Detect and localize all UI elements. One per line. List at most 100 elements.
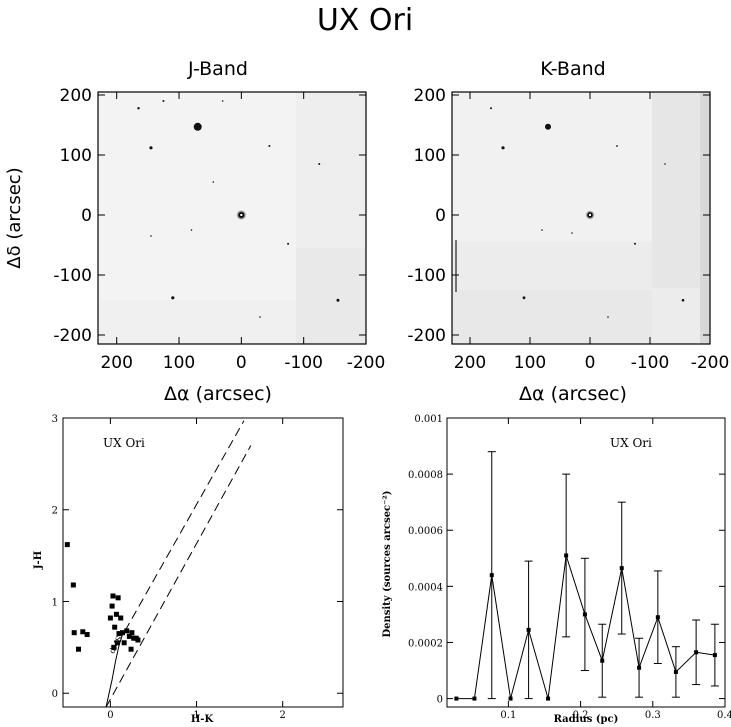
rd-data-point [546,696,551,701]
j-band-star [193,122,202,131]
rd-data-point [454,696,459,701]
cc-x-tick-label: 1 [193,710,199,721]
j-band-star [212,181,215,183]
cc-data-point [121,640,127,646]
rd-y-tick-label: 0 [437,695,443,706]
rd-data-point [472,696,477,701]
k-band-mosaic-tile [652,92,702,288]
k-band-y-tick-label: 100 [414,146,446,166]
cc-data-point [109,603,115,609]
cc-y-tick-label: 1 [52,597,58,608]
k-band-stars [490,107,685,318]
k-band-title: K-Band [540,58,605,80]
cc-data-point [84,632,90,638]
j-band-mosaic-tile [98,300,296,344]
j-band-x-tick-label: 200 [100,353,132,373]
j-band-star [287,242,290,245]
k-band-edge [700,92,710,344]
j-band-star [150,235,152,237]
rd-data-point [694,650,699,655]
rd-data-point [489,573,494,578]
rd-axes: 0.1 0.2 0.3 0.4 0 0.0002 0.0004 0.0006 0.0008 0.0… [408,414,731,721]
cc-x-tick-label: 0 [107,710,113,721]
k-band-x-tick-label: -200 [691,353,730,373]
rd-data-point [712,653,717,658]
j-band-star [190,229,193,231]
rd-x-tick-label: 0.1 [500,710,516,721]
cc-data-point [76,646,82,652]
cc-data-point [114,640,120,646]
rd-data-point [564,553,569,558]
j-band-stars [137,100,340,318]
cc-data-point [80,629,86,635]
j-band-star [318,163,321,165]
j-band-star [268,145,271,147]
j-band-x-tick-label: -100 [284,353,323,373]
cc-plot-frame [62,417,344,708]
cc-data-points [64,542,141,652]
j-band-y-tick-label: 0 [81,206,92,226]
cc-y-tick-label: 3 [52,414,58,425]
rd-y-tick-label: 0.0002 [408,638,443,649]
rd-x-axis-label: Radius (pc) [554,714,619,725]
k-band-x-tick-label: 0 [585,353,596,373]
j-band-y-tick-label: 200 [60,86,92,106]
cc-data-point [110,593,116,599]
radial-density-plot: 0.1 0.2 0.3 0.4 0 0.0002 0.0004 0.0006 0.0008 0.0… [382,414,731,725]
cc-data-point [131,635,137,641]
rd-y-axis-label: Density (sources arcsec⁻²) [382,490,393,637]
k-band-y-tick-label: 0 [435,206,446,226]
j-band-star-center [240,213,243,217]
k-band-star [681,298,685,302]
cc-data-point [118,615,124,621]
cc-data-point [107,615,113,621]
rd-data-point [673,669,678,674]
cc-reddening-line [105,445,252,708]
figure-title: UX Ori [317,3,413,38]
cc-data-point [126,633,132,639]
j-band-panel: J-Band 200 100 0 -100 -200 200 100 0 -100 -200 Δδ… [4,58,385,405]
j-band-x-tick-label: 100 [163,353,195,373]
j-band-star [162,100,165,102]
j-band-y-tick-label: 100 [60,146,92,166]
k-band-star [634,242,636,245]
cc-reddening-band [105,420,252,708]
rd-y-tick-label: 0.0006 [408,526,443,537]
k-band-y-tick-label: -200 [407,326,446,346]
cc-data-point [70,582,76,588]
j-band-star [221,100,224,102]
rd-plot-frame [446,417,726,708]
rd-x-tick-label: 0.3 [645,710,661,721]
k-band-star [607,316,609,318]
rd-series [454,451,719,701]
cc-data-point [112,624,118,630]
cc-data-point [64,542,70,548]
k-band-star [522,296,526,300]
k-band-x-axis-label: Δα (arcsec) [519,383,627,405]
j-band-frame [97,91,367,345]
j-band-star [149,146,153,150]
k-band-star [490,107,492,110]
k-band-star [545,123,551,130]
j-band-star [171,296,175,300]
k-band-mosaic-tile [452,92,652,242]
j-band-y-axis-label: Δδ (arcsec) [4,167,25,268]
color-color-diagram: 0 1 2 0 1 2 3 UX Ori H-K J-H dMS [33,414,344,725]
k-band-x-tick-label: 200 [454,353,486,373]
cc-plot-title: UX Ori [103,436,145,450]
k-band-mosaic-tile [452,290,652,344]
rd-data-point [600,658,605,663]
rd-x-tick-label: 0.4 [717,710,731,721]
cc-data-point [111,644,117,650]
rd-y-tick-label: 0.0008 [408,470,443,481]
j-band-x-tick-label: -200 [347,353,386,373]
cc-y-axis-label: J-H [33,551,44,570]
rd-y-tick-label: 0.001 [414,414,443,425]
rd-data-point [508,696,513,701]
cc-axes: 0 1 2 0 1 2 3 [52,414,343,721]
rd-data-point [655,615,660,620]
k-band-y-tick-label: -100 [407,266,446,286]
k-band-axes: 200 100 0 -100 -200 200 100 0 -100 -200 [407,86,729,373]
rd-plot-title: UX Ori [610,436,652,450]
